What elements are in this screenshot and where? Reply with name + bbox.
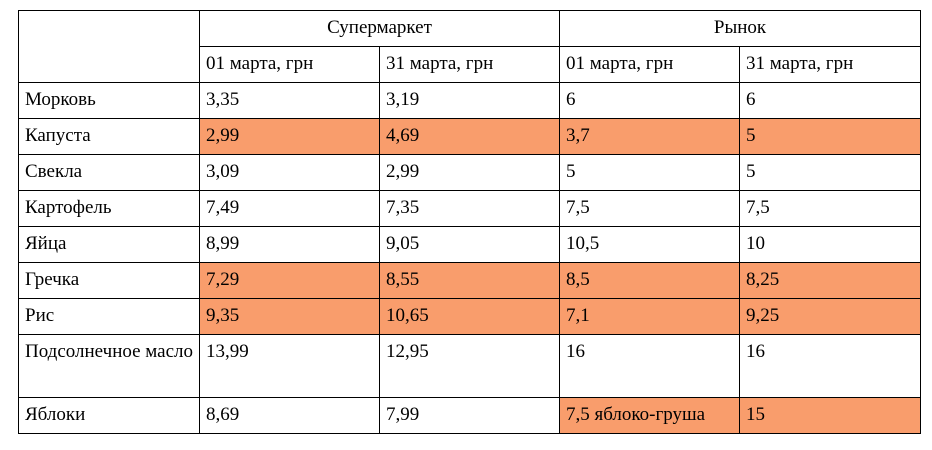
price: 9,35 (199, 298, 380, 335)
price: 7,5 (559, 190, 740, 227)
price: 10,65 (379, 298, 560, 335)
product: Подсолнечное масло (18, 334, 200, 398)
price: 16 (739, 334, 921, 398)
row: Морковь 3,35 3,19 6 6 (18, 82, 921, 119)
price: 3,7 (559, 118, 740, 155)
header-row: Супермаркет Рынок (18, 10, 921, 83)
price: 8,5 (559, 262, 740, 299)
product: Яйца (18, 226, 200, 263)
group-header: Супермаркет (199, 10, 560, 47)
corner-cell (18, 10, 200, 83)
price: 3,35 (199, 82, 380, 119)
price: 7,49 (199, 190, 380, 227)
price: 16 (559, 334, 740, 398)
price: 10 (739, 226, 921, 263)
row: Картофель 7,49 7,35 7,5 7,5 (18, 190, 921, 227)
row: Яйца 8,99 9,05 10,5 10 (18, 226, 921, 263)
row: Свекла 3,09 2,99 5 5 (18, 154, 921, 191)
price: 6 (739, 82, 921, 119)
row: Рис 9,35 10,65 7,1 9,25 (18, 298, 921, 335)
row: Гречка 7,29 8,55 8,5 8,25 (18, 262, 921, 299)
price: 5 (739, 154, 921, 191)
price: 2,99 (199, 118, 380, 155)
row: Капуста 2,99 4,69 3,7 5 (18, 118, 921, 155)
row: Яблоки 8,69 7,99 7,5 яблоко-груша 15 (18, 397, 921, 434)
price: 8,69 (199, 397, 380, 434)
price: 7,5 яблоко-груша (559, 397, 740, 434)
price: 7,35 (379, 190, 560, 227)
price: 8,55 (379, 262, 560, 299)
price: 13,99 (199, 334, 380, 398)
price: 7,99 (379, 397, 560, 434)
date-header: 01 марта, грн (199, 46, 380, 83)
product: Капуста (18, 118, 200, 155)
price: 7,1 (559, 298, 740, 335)
price: 8,25 (739, 262, 921, 299)
group-header: Рынок (559, 10, 921, 47)
price: 2,99 (379, 154, 560, 191)
price: 6 (559, 82, 740, 119)
product: Яблоки (18, 397, 200, 434)
date-header: 31 марта, грн (379, 46, 560, 83)
price-table: Супермаркет Рынок 01 марта, грн 31 марта… (18, 10, 921, 434)
price: 8,99 (199, 226, 380, 263)
product: Свекла (18, 154, 200, 191)
date-header: 01 марта, грн (559, 46, 740, 83)
price: 15 (739, 397, 921, 434)
price: 9,25 (739, 298, 921, 335)
price: 9,05 (379, 226, 560, 263)
price: 5 (559, 154, 740, 191)
price: 4,69 (379, 118, 560, 155)
product: Картофель (18, 190, 200, 227)
price: 7,29 (199, 262, 380, 299)
price: 7,5 (739, 190, 921, 227)
product: Гречка (18, 262, 200, 299)
price: 12,95 (379, 334, 560, 398)
price: 3,09 (199, 154, 380, 191)
product: Рис (18, 298, 200, 335)
price: 5 (739, 118, 921, 155)
price: 10,5 (559, 226, 740, 263)
row: Подсолнечное масло 13,99 12,95 16 16 (18, 334, 921, 398)
header-row: 01 марта, грн 31 марта, грн 01 марта, гр… (19, 46, 921, 83)
date-header: 31 марта, грн (739, 46, 921, 83)
product: Морковь (18, 82, 200, 119)
price: 3,19 (379, 82, 560, 119)
